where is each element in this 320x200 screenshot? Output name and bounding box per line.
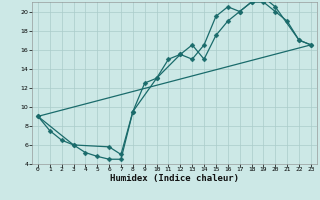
X-axis label: Humidex (Indice chaleur): Humidex (Indice chaleur) xyxy=(110,174,239,183)
